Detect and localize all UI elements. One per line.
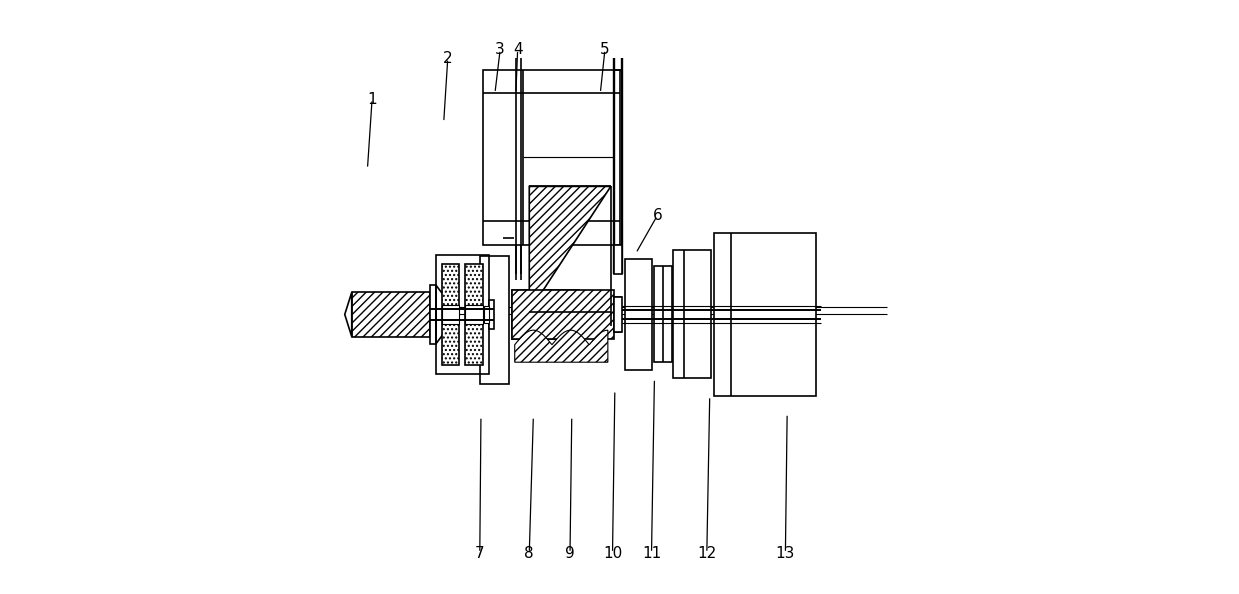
Bar [613,297,622,332]
Bar [613,297,621,332]
Bar [673,251,711,378]
Bar [479,256,509,384]
Bar [442,305,460,324]
Bar [714,233,815,396]
Bar [654,267,672,362]
Polygon shape [514,330,608,362]
Text: 3: 3 [496,42,506,57]
Bar [613,245,622,274]
Bar [512,290,579,339]
Polygon shape [529,312,611,326]
Bar [626,259,652,369]
Text: 10: 10 [603,546,622,561]
Text: 6: 6 [653,208,662,223]
Polygon shape [436,285,445,343]
Text: 13: 13 [776,546,795,561]
Bar [445,306,453,323]
Text: 11: 11 [642,546,662,561]
Bar [483,70,620,245]
Bar [465,264,483,365]
Bar [484,306,488,323]
Polygon shape [529,187,611,312]
Bar [465,305,483,324]
Text: 1: 1 [367,91,377,106]
Polygon shape [352,292,430,337]
Text: 5: 5 [600,42,610,57]
Text: 12: 12 [698,546,716,561]
Text: 9: 9 [565,546,575,561]
Polygon shape [430,285,436,343]
Text: 2: 2 [444,51,452,66]
Polygon shape [512,290,613,339]
Text: 7: 7 [475,546,484,561]
Text: 8: 8 [524,546,534,561]
Polygon shape [344,292,352,337]
Bar [488,300,494,329]
Bar [436,255,488,374]
Text: 4: 4 [513,42,523,57]
Bar [442,264,460,365]
